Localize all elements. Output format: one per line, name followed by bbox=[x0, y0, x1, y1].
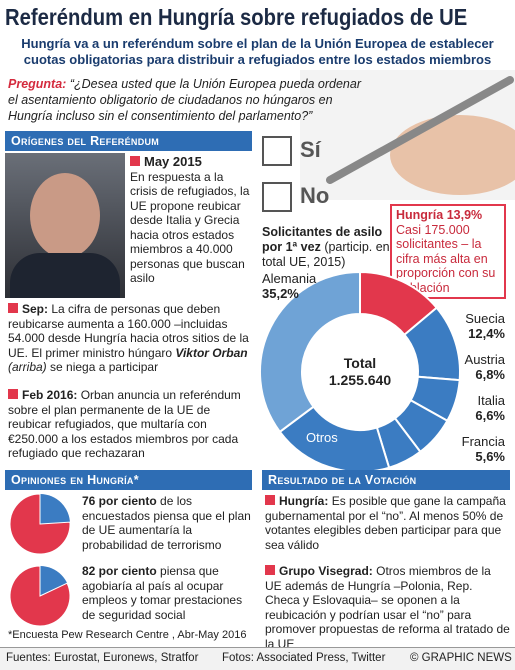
footer bbox=[0, 647, 515, 670]
center-label: Total 1.255.640 bbox=[300, 355, 420, 389]
event: May 2015 En respuesta a la crisis de ref… bbox=[130, 154, 252, 286]
value-label: 12,4% bbox=[468, 326, 505, 341]
title: Solicitantes de asilo por 1ª vez bbox=[262, 225, 383, 254]
sources: Fuentes: Eurostat, Euronews, Stratfor bbox=[6, 652, 199, 664]
opinion: 82 por ciento piensa que agobiaría al pa… bbox=[82, 564, 252, 622]
credit: © GRAPHIC NEWS bbox=[410, 652, 512, 664]
section-heading: Opiniones en Hungría* bbox=[5, 470, 252, 490]
event-text: (arriba) bbox=[8, 360, 47, 374]
ballot-option: No bbox=[262, 182, 329, 212]
result: Hungría: Es posible que gane la campaña … bbox=[265, 494, 510, 552]
subtitle-line: Hungría va a un referéndum sobre el plan… bbox=[21, 36, 494, 51]
label: Total bbox=[343, 355, 377, 371]
section-heading: Orígenes del Referéndum bbox=[5, 131, 252, 151]
opinion-text: piensa que agobiaría al país al ocupar e… bbox=[82, 564, 243, 622]
segment-label: Francia 5,6% bbox=[420, 434, 505, 464]
segment-label: Otros bbox=[306, 430, 338, 445]
label: Hungría bbox=[396, 208, 444, 222]
value-label: 35,2% bbox=[262, 286, 299, 301]
donut-chart bbox=[259, 270, 461, 473]
event: Sep: La cifra de personas que deben reub… bbox=[8, 302, 252, 375]
segment-label: Austria 6,8% bbox=[420, 352, 505, 382]
question: Pregunta: “¿Desea usted que la Unión Eur… bbox=[8, 76, 368, 124]
question-label: Pregunta: bbox=[8, 77, 67, 91]
result-text: Es posible que gane la campaña gubername… bbox=[265, 494, 506, 552]
photos: Fotos: Associated Press, Twitter bbox=[222, 652, 386, 664]
pen bbox=[326, 76, 514, 184]
segment-label: Suecia 12,4% bbox=[420, 311, 505, 341]
section-heading: Resultado de la Votación bbox=[262, 470, 510, 490]
annotation: Casi 175.000 solicitantes – la cifra más… bbox=[396, 222, 496, 295]
opinion-text: de los encuestados piensa que el plan de… bbox=[82, 494, 251, 552]
value-label: 5,6% bbox=[475, 449, 505, 464]
pie-slice bbox=[9, 493, 71, 555]
value-label: 6,8% bbox=[475, 367, 505, 382]
donut-segment bbox=[259, 270, 361, 434]
segment-label: Alemania 35,2% bbox=[262, 271, 316, 301]
pie-charts bbox=[9, 493, 71, 627]
hand bbox=[390, 115, 515, 195]
title: Referéndum en Hungría sobre refugiados d… bbox=[5, 4, 468, 30]
category: Francia bbox=[461, 434, 505, 449]
subtitle: Hungría va a un referéndum sobre el plan… bbox=[0, 36, 515, 68]
event-text: En respuesta a la crisis de refugiados, … bbox=[130, 169, 250, 286]
total: 1.255.640 bbox=[328, 372, 392, 388]
pie-slice bbox=[9, 565, 71, 627]
event-date: May 2015 bbox=[130, 154, 252, 170]
value-label: 82 por ciento bbox=[82, 564, 157, 578]
photo bbox=[5, 153, 125, 298]
result-text: Otros miembros de la UE además de Hungrí… bbox=[265, 564, 510, 651]
value-label: 13,9% bbox=[446, 208, 483, 222]
category: Alemania bbox=[262, 271, 317, 286]
annotation-box: Hungría 13,9% Casi 175.000 solicitantes … bbox=[390, 204, 506, 299]
event-date: Feb 2016: bbox=[22, 388, 78, 402]
option-label: No bbox=[300, 182, 330, 208]
result: Grupo Visegrad: Otros miembros de la UE … bbox=[265, 564, 510, 651]
event-text: se niega a participar bbox=[50, 360, 159, 374]
category: Austria bbox=[464, 352, 505, 367]
event-date: Sep: bbox=[22, 302, 49, 316]
event: Feb 2016: Orban anuncia un referéndum so… bbox=[8, 388, 252, 461]
category: Suecia bbox=[465, 311, 505, 326]
option-label: Sí bbox=[300, 136, 321, 162]
subtitle: (particip. en total UE, 2015) bbox=[262, 240, 390, 269]
pen-illustration bbox=[300, 70, 515, 200]
value-label: 6,6% bbox=[475, 408, 505, 423]
result-title: Grupo Visegrad: bbox=[279, 564, 373, 578]
event-text: Viktor Orban bbox=[175, 345, 248, 360]
event-text: Orban anuncia un referéndum sobre el pla… bbox=[8, 388, 241, 460]
question-text: “¿Desea usted que la Unión Europea pueda… bbox=[8, 77, 361, 123]
segment-label: Italia 6,6% bbox=[420, 393, 505, 423]
ballot-option: Sí bbox=[262, 136, 321, 166]
event-text: La cifra de personas que deben reubicars… bbox=[8, 302, 249, 360]
date: May 2015 bbox=[144, 154, 202, 169]
opinion: 76 por ciento de los encuestados piensa … bbox=[82, 494, 252, 552]
result-title: Hungría: bbox=[279, 494, 329, 508]
chart-title: Solicitantes de asilo por 1ª vez (partic… bbox=[262, 225, 392, 270]
subtitle-line: cuotas obligatorias para distribuir a re… bbox=[23, 52, 492, 67]
value-label: 76 por ciento bbox=[82, 494, 157, 508]
footnote: *Encuesta Pew Research Centre , Abr-May … bbox=[8, 629, 247, 641]
category: Italia bbox=[477, 393, 505, 408]
